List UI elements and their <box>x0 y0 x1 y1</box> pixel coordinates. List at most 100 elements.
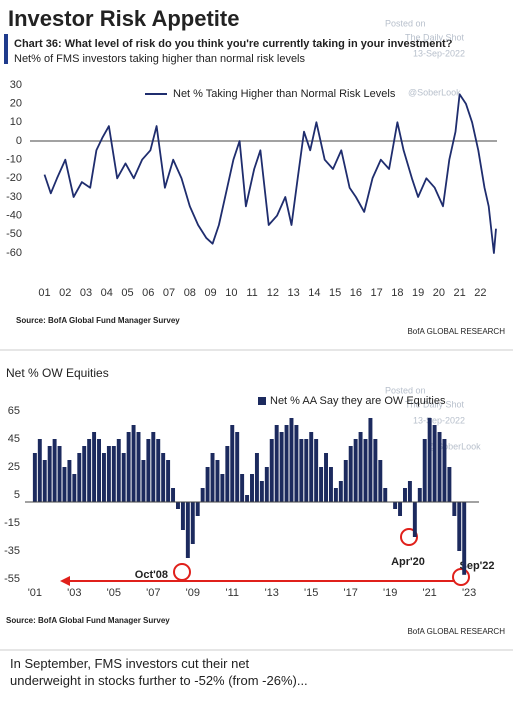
bar <box>279 432 284 502</box>
bar <box>284 425 289 502</box>
bar <box>166 460 171 502</box>
bar <box>289 418 294 502</box>
x-tick-label: 13 <box>287 287 299 299</box>
bar <box>245 495 250 502</box>
x-tick-label: 20 <box>433 287 445 299</box>
bar <box>452 502 457 516</box>
bar <box>92 432 97 502</box>
bar <box>254 453 259 502</box>
bar <box>101 453 106 502</box>
x-tick-label: '11 <box>225 587 239 599</box>
watermark: The Daily Shot <box>405 399 465 409</box>
bar <box>195 502 200 516</box>
watermark: Posted on <box>385 385 426 395</box>
x-tick-label: 05 <box>121 287 133 299</box>
bar <box>176 502 180 509</box>
bar <box>161 453 166 502</box>
bar <box>72 474 77 502</box>
bar <box>294 425 299 502</box>
bar <box>205 467 210 502</box>
x-tick-label: '17 <box>344 587 358 599</box>
bar <box>338 481 343 502</box>
y-tick-label: 45 <box>8 433 20 445</box>
x-tick-label: 16 <box>350 287 362 299</box>
bar <box>32 453 37 502</box>
note-box: In September, FMS investors cut their ne… <box>10 656 308 688</box>
y-tick-label: -15 <box>4 517 20 529</box>
x-tick-label: 18 <box>391 287 403 299</box>
bar <box>230 425 235 502</box>
x-tick-label: '01 <box>28 587 42 599</box>
x-tick-label: 01 <box>38 287 50 299</box>
y-tick-label: -30 <box>6 191 22 203</box>
bar <box>358 432 363 502</box>
y-tick-label: 0 <box>16 135 22 147</box>
bar <box>126 432 131 502</box>
y-tick-label: 20 <box>10 98 22 110</box>
bar <box>412 502 417 537</box>
bar <box>215 460 220 502</box>
bar <box>274 425 279 502</box>
bar <box>319 467 324 502</box>
bar <box>324 453 328 502</box>
bar <box>328 467 333 502</box>
y-tick-label: 30 <box>10 79 22 91</box>
bar <box>259 481 264 502</box>
x-tick-label: 15 <box>329 287 341 299</box>
annotation: Sep'22 <box>459 560 494 572</box>
watermark: 13-Sep-2022 <box>413 48 465 58</box>
y-tick-label: -55 <box>4 573 20 585</box>
legend-swatch <box>258 397 266 405</box>
bar <box>264 467 269 502</box>
bar <box>116 439 121 502</box>
y-tick-label: 65 <box>8 405 20 417</box>
arrow-head <box>60 576 70 586</box>
bar <box>156 439 161 502</box>
bar <box>368 418 373 502</box>
x-tick-label: '19 <box>383 587 397 599</box>
watermark: The Daily Shot <box>405 32 465 42</box>
bar <box>57 446 62 502</box>
bar <box>146 439 151 502</box>
x-tick-label: 11 <box>246 287 257 299</box>
bar <box>432 425 437 502</box>
x-tick-label: 07 <box>163 287 175 299</box>
bar <box>220 474 225 502</box>
bar <box>97 439 101 502</box>
legend-label: Net % AA Say they are OW Equities <box>270 395 446 407</box>
x-tick-label: '03 <box>67 587 81 599</box>
bar <box>353 439 358 502</box>
bar <box>171 488 176 502</box>
bar <box>185 502 190 558</box>
x-tick-label: 10 <box>225 287 237 299</box>
x-tick-label: 21 <box>454 287 466 299</box>
bar <box>447 467 452 502</box>
bar <box>269 439 274 502</box>
bar <box>407 481 412 502</box>
bar <box>47 446 52 502</box>
bar <box>62 467 67 502</box>
bar <box>136 432 141 502</box>
bar <box>210 453 215 502</box>
x-tick-label: '15 <box>304 587 318 599</box>
bar <box>363 439 368 502</box>
x-tick-label: 04 <box>101 287 113 299</box>
bar <box>437 432 442 502</box>
note: In September, FMS investors cut their ne… <box>10 656 308 688</box>
chart-subtitle: Net% of FMS investors taking higher than… <box>14 53 306 65</box>
y-tick-label: -35 <box>4 545 20 557</box>
bar <box>235 432 240 502</box>
bar <box>77 453 82 502</box>
bar <box>373 439 378 502</box>
y-tick-label: -60 <box>6 247 22 259</box>
y-tick-label: 5 <box>14 489 20 501</box>
accent-bar <box>4 34 8 64</box>
chart-title: Chart 36: What level of risk do you thin… <box>14 38 453 50</box>
x-tick-label: 17 <box>370 287 382 299</box>
bar <box>348 446 353 502</box>
bar <box>343 460 348 502</box>
line-series <box>43 93 497 254</box>
bar <box>225 446 230 502</box>
bar <box>393 502 398 509</box>
